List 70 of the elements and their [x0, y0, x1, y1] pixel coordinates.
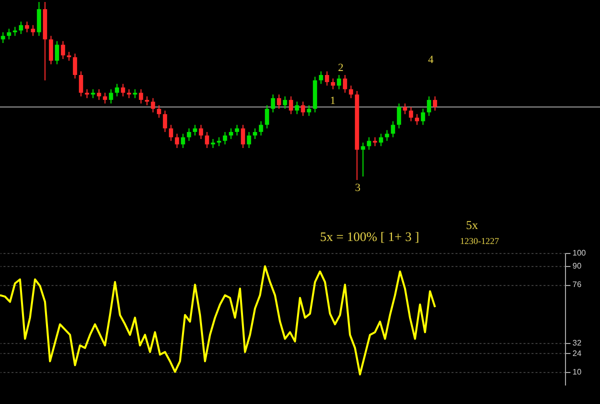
candlestick	[384, 130, 390, 142]
candlestick	[24, 21, 30, 33]
candlestick	[54, 40, 60, 65]
candlestick	[204, 131, 210, 148]
candlestick	[96, 88, 102, 100]
y-tick-label: 90	[572, 262, 582, 271]
annotation: 4	[428, 54, 434, 66]
text: 1230-1227	[460, 236, 500, 246]
candlestick	[102, 92, 108, 104]
candlestick	[342, 74, 348, 94]
candlestick	[294, 101, 300, 115]
candlestick	[306, 104, 312, 116]
candlestick	[402, 102, 408, 115]
candlestick	[318, 70, 324, 84]
candlestick	[180, 133, 186, 148]
candlestick	[408, 106, 414, 122]
y-tick-label: 100	[572, 248, 586, 258]
candlestick	[114, 83, 120, 97]
candlestick	[78, 70, 84, 97]
candlestick	[162, 110, 168, 132]
candlestick	[258, 120, 264, 136]
candlestick	[108, 88, 114, 104]
candlestick	[192, 124, 198, 136]
candlestick	[228, 128, 234, 140]
candlestick	[264, 104, 270, 129]
y-tick-label: 10	[572, 367, 582, 376]
candlestick	[174, 133, 180, 148]
candlestick	[252, 128, 258, 140]
candlestick	[300, 101, 306, 116]
annotation: 1	[330, 95, 336, 107]
candlestick	[324, 70, 330, 86]
candlestick	[36, 2, 42, 36]
candlestick	[348, 85, 354, 99]
candlestick	[168, 124, 174, 142]
candlestick	[6, 28, 12, 40]
candlestick	[234, 124, 240, 136]
text: 3	[355, 182, 361, 194]
text: 5x = 100% [ 1+ 3 ]	[320, 229, 420, 244]
candlestick	[186, 128, 192, 142]
candlestick	[420, 108, 426, 126]
candlestick	[390, 120, 396, 138]
candlestick	[240, 124, 246, 148]
y-tick-label: 76	[572, 280, 582, 290]
candlestick	[288, 96, 294, 115]
candlestick	[276, 94, 282, 110]
candlestick	[246, 131, 252, 148]
candlestick	[414, 114, 420, 126]
candlestick	[360, 142, 366, 177]
candlestick	[48, 35, 54, 65]
candlestick	[30, 24, 36, 36]
candlestick	[198, 124, 204, 140]
candlestick	[432, 96, 438, 112]
line-series	[0, 265, 436, 376]
y-tick-label: 32	[572, 338, 582, 348]
candlestick	[120, 83, 126, 97]
candlestick	[18, 21, 24, 35]
y-tick-label: 24	[572, 348, 582, 358]
candlestick	[426, 96, 432, 116]
candlestick	[138, 88, 144, 104]
annotation: 2	[338, 62, 344, 74]
candlestick	[0, 32, 6, 44]
text: 5x	[466, 218, 478, 232]
candlestick	[270, 94, 276, 113]
candlestick	[222, 131, 228, 145]
candlestick	[336, 74, 342, 90]
candlestick	[60, 40, 66, 60]
candlestick	[330, 78, 336, 90]
candlestick	[150, 98, 156, 113]
candlestick	[396, 102, 402, 129]
candlestick	[72, 53, 78, 80]
